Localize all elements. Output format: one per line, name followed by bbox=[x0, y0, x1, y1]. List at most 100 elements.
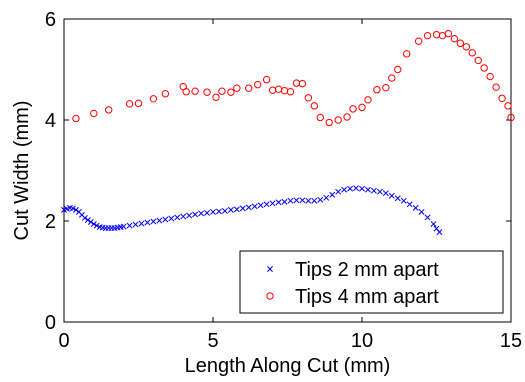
data-point bbox=[370, 187, 377, 194]
data-point bbox=[204, 209, 210, 216]
data-point bbox=[203, 88, 211, 96]
data-point bbox=[245, 84, 253, 92]
data-point bbox=[218, 87, 226, 95]
data-point bbox=[138, 220, 145, 227]
data-point bbox=[156, 217, 163, 224]
legend-marker-tips-4mm bbox=[266, 292, 274, 300]
data-point bbox=[504, 102, 512, 110]
x-tick-label: 10 bbox=[351, 330, 373, 352]
data-point bbox=[281, 198, 288, 205]
data-point bbox=[376, 188, 383, 195]
data-point bbox=[192, 211, 199, 218]
data-point bbox=[233, 84, 241, 92]
data-point bbox=[325, 118, 333, 127]
data-point bbox=[317, 196, 324, 203]
data-point bbox=[125, 100, 134, 108]
data-point bbox=[275, 199, 282, 206]
data-point bbox=[382, 190, 389, 197]
data-point bbox=[406, 201, 413, 208]
y-tick-label: 2 bbox=[45, 211, 56, 233]
data-point bbox=[105, 106, 113, 114]
data-point bbox=[365, 186, 371, 193]
data-point bbox=[305, 197, 312, 204]
data-point bbox=[423, 31, 432, 40]
data-point bbox=[403, 50, 411, 58]
data-point bbox=[161, 90, 170, 98]
data-point bbox=[373, 86, 381, 94]
series-tips-2mm bbox=[61, 185, 443, 236]
data-point bbox=[120, 223, 127, 230]
data-point bbox=[310, 102, 319, 110]
data-point bbox=[444, 29, 453, 38]
data-point bbox=[304, 94, 313, 102]
series-layer bbox=[61, 29, 515, 236]
data-point bbox=[456, 39, 465, 47]
data-point bbox=[316, 113, 324, 122]
data-point bbox=[311, 197, 318, 204]
data-point bbox=[84, 217, 91, 223]
legend-marker bbox=[267, 266, 273, 272]
data-point bbox=[245, 204, 252, 211]
data-point bbox=[262, 75, 271, 84]
data-point bbox=[239, 205, 246, 212]
series-tips-4mm bbox=[72, 29, 515, 127]
data-point bbox=[388, 74, 396, 82]
data-point bbox=[412, 204, 419, 211]
data-point bbox=[424, 214, 431, 221]
y-tick-label: 4 bbox=[45, 110, 56, 132]
data-point bbox=[257, 202, 264, 209]
data-point bbox=[293, 197, 300, 204]
data-point bbox=[81, 215, 88, 221]
data-point bbox=[364, 96, 372, 104]
data-point bbox=[210, 208, 216, 215]
data-point bbox=[182, 88, 190, 96]
y-tick-label: 6 bbox=[45, 9, 56, 31]
data-point bbox=[90, 109, 98, 118]
data-point bbox=[414, 37, 423, 45]
data-point bbox=[418, 208, 425, 215]
data-point bbox=[334, 116, 342, 124]
data-point bbox=[343, 113, 351, 121]
legend-box bbox=[239, 250, 504, 314]
data-point bbox=[149, 95, 158, 103]
data-point bbox=[132, 221, 139, 228]
data-point bbox=[388, 192, 395, 199]
data-point bbox=[486, 72, 494, 81]
data-point bbox=[221, 207, 228, 214]
data-point bbox=[341, 186, 348, 193]
data-point bbox=[227, 206, 234, 213]
x-axis-label: Length Along Cut (mm) bbox=[185, 355, 391, 377]
x-tick-label: 0 bbox=[58, 330, 69, 352]
data-point bbox=[162, 216, 169, 223]
data-point bbox=[382, 83, 390, 92]
legend-label-tips-4mm: Tips 4 mm apart bbox=[295, 286, 439, 308]
data-point bbox=[347, 185, 354, 192]
data-point bbox=[286, 88, 295, 96]
data-point bbox=[126, 222, 133, 229]
data-point bbox=[254, 80, 262, 89]
data-point bbox=[299, 197, 306, 204]
data-point bbox=[144, 219, 151, 226]
data-point bbox=[93, 222, 100, 229]
data-point bbox=[174, 214, 181, 221]
data-point bbox=[507, 113, 515, 122]
data-point bbox=[198, 210, 205, 217]
data-point bbox=[394, 65, 402, 74]
data-point bbox=[134, 99, 143, 108]
data-point bbox=[233, 206, 240, 213]
data-point bbox=[216, 208, 222, 215]
legend-label-tips-2mm: Tips 2 mm apart bbox=[295, 259, 439, 281]
data-point bbox=[480, 64, 488, 72]
data-point bbox=[251, 203, 258, 210]
data-point bbox=[359, 185, 365, 192]
data-point bbox=[69, 205, 76, 212]
data-point bbox=[212, 93, 220, 101]
data-point bbox=[394, 195, 401, 202]
y-axis-label: Cut Width (mm) bbox=[11, 101, 33, 241]
data-point bbox=[186, 212, 193, 219]
data-point bbox=[436, 229, 443, 236]
x-tick-label: 5 bbox=[207, 330, 218, 352]
legend-marker bbox=[266, 292, 274, 300]
data-point bbox=[329, 191, 336, 198]
